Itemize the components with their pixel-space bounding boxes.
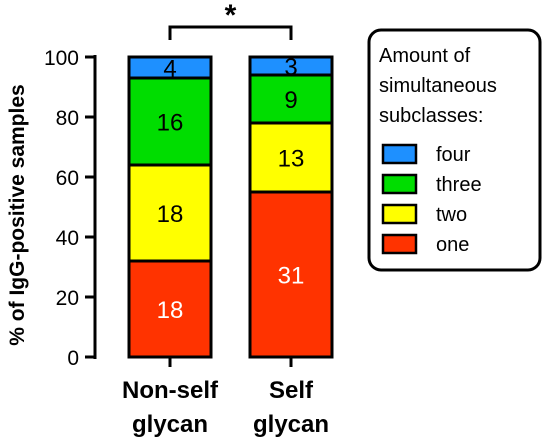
bar-segment-two — [248, 121, 334, 194]
bar-segment-label-two: 13 — [278, 146, 305, 173]
y-tick-label: 20 — [56, 287, 79, 310]
bar-segment-two — [127, 163, 213, 263]
bar-segment-four — [127, 55, 213, 80]
legend-entry-two: two — [436, 204, 467, 226]
bar-segment-label-four: 4 — [163, 56, 176, 83]
legend-swatch-four — [381, 143, 418, 165]
y-tick-label: 80 — [56, 107, 79, 130]
bar-segment-four — [248, 55, 334, 77]
y-tick-label: 60 — [56, 167, 79, 190]
significance-bracket: * — [168, 0, 293, 40]
bar-segment-label-three: 9 — [284, 87, 297, 114]
y-tick-label: 0 — [67, 347, 79, 370]
significance-star: * — [225, 0, 237, 32]
bar-segment-label-four: 3 — [284, 54, 297, 81]
legend-entry-four: four — [436, 144, 471, 166]
category-label: glycan — [253, 411, 329, 438]
y-axis: 0 20 40 60 80 100 — [44, 47, 97, 370]
bars: 18 18 16 4 31 13 9 3 — [127, 54, 334, 367]
bar-segment-one — [248, 190, 334, 359]
bar-segment-label-one: 31 — [278, 263, 305, 290]
legend: Amount of simultaneous subclasses: four thre… — [367, 28, 542, 272]
category-label: glycan — [132, 411, 208, 438]
bar-segment-label-two: 18 — [157, 201, 184, 228]
y-axis-label: % of IgG-positive samples — [6, 84, 29, 345]
bar-segment-label-one: 18 — [157, 297, 184, 324]
legend-title: simultaneous — [379, 75, 497, 97]
legend-entry-one: one — [436, 234, 469, 256]
y-tick-label: 100 — [44, 47, 79, 70]
bar-segment-label-three: 16 — [157, 110, 184, 137]
category-label: Non-self — [122, 377, 219, 404]
legend-swatch-three — [381, 173, 418, 195]
bar-segment-three — [127, 76, 213, 167]
legend-title: subclasses: — [379, 105, 484, 127]
legend-entry-three: three — [436, 174, 482, 196]
y-tick-label: 40 — [56, 227, 79, 250]
category-labels: Non-self glycan Self glycan — [122, 377, 329, 438]
category-label: Self — [269, 377, 314, 404]
legend-swatch-one — [381, 233, 418, 255]
legend-title: Amount of — [379, 45, 471, 67]
significance-line — [168, 25, 293, 40]
legend-swatch-two — [381, 203, 418, 225]
